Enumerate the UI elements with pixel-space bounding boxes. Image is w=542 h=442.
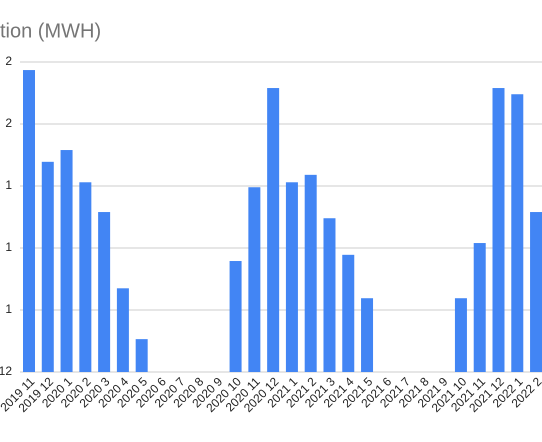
bar — [229, 261, 242, 372]
y-tick-label: 1 — [5, 178, 12, 192]
bar — [323, 218, 336, 372]
bar — [304, 174, 317, 372]
y-tick-label: 12 — [0, 364, 12, 378]
bar — [79, 182, 92, 372]
bar — [41, 161, 54, 372]
bar — [267, 88, 280, 372]
bar — [511, 94, 524, 373]
bar — [285, 182, 298, 372]
y-tick-label: 1 — [5, 302, 12, 316]
y-tick-label: 2 — [5, 54, 12, 68]
bar — [23, 70, 35, 372]
bar — [98, 212, 111, 372]
bar — [473, 243, 486, 372]
bar — [135, 339, 148, 372]
bar — [530, 212, 542, 372]
bar — [492, 88, 505, 372]
bar — [361, 298, 374, 372]
bar — [454, 298, 467, 372]
bar — [116, 288, 129, 372]
chart-title: tion (MWH) — [0, 20, 101, 42]
bar — [342, 254, 355, 372]
bar — [248, 187, 261, 372]
y-tick-label: 1 — [5, 240, 12, 254]
bar — [60, 150, 73, 372]
y-tick-label: 2 — [5, 116, 12, 130]
